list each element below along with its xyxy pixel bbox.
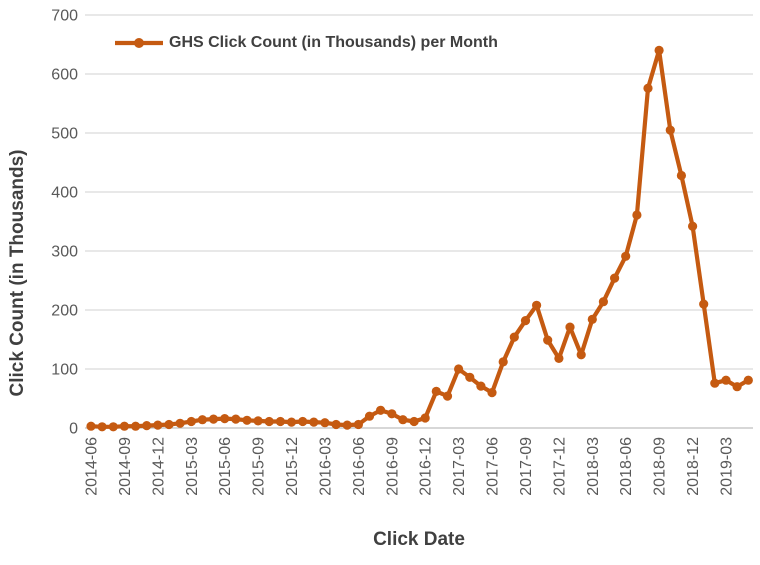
- data-point-marker: [420, 413, 430, 423]
- x-tick-label: 2018-03: [585, 437, 602, 496]
- x-tick-label: 2016-09: [384, 437, 401, 496]
- data-point-marker: [320, 418, 330, 428]
- y-axis-title: Click Count (in Thousands): [7, 149, 28, 397]
- data-point-marker: [587, 314, 597, 324]
- data-point-marker: [119, 421, 129, 431]
- y-tick-label: 0: [69, 421, 78, 438]
- y-tick-label: 500: [51, 126, 78, 143]
- data-point-marker: [554, 353, 564, 363]
- data-point-marker: [242, 415, 252, 425]
- data-point-marker: [710, 378, 720, 388]
- x-tick-label: 2015-12: [284, 437, 301, 496]
- data-point-marker: [643, 83, 653, 93]
- x-tick-label: 2017-09: [518, 437, 535, 496]
- x-tick-label: 2018-06: [618, 437, 635, 496]
- y-tick-label: 100: [51, 362, 78, 379]
- data-point-marker: [131, 421, 141, 431]
- data-point-marker: [97, 422, 107, 432]
- data-point-marker: [409, 416, 419, 427]
- data-point-marker: [610, 273, 620, 283]
- data-point-marker: [220, 414, 230, 424]
- x-tick-label: 2015-09: [251, 437, 268, 496]
- y-tick-label: 700: [51, 8, 78, 25]
- data-point-marker: [398, 415, 408, 425]
- data-point-marker: [465, 372, 475, 382]
- data-point-marker: [175, 418, 185, 428]
- data-point-marker: [208, 414, 219, 424]
- y-tick-label: 600: [51, 67, 78, 84]
- data-point-marker: [520, 316, 531, 326]
- y-tick-label: 200: [51, 303, 78, 320]
- x-tick-label: 2017-03: [451, 437, 468, 496]
- data-point-marker: [186, 416, 196, 427]
- data-point-marker: [264, 416, 274, 427]
- data-point-marker: [699, 299, 709, 309]
- data-point-marker: [342, 420, 352, 430]
- x-tick-label: 2017-12: [551, 437, 568, 496]
- data-point-marker: [509, 332, 519, 342]
- x-tick-label: 2018-12: [685, 437, 702, 496]
- data-point-marker: [476, 381, 486, 391]
- data-point-marker: [364, 411, 375, 421]
- data-point-marker: [231, 414, 241, 424]
- data-point-marker: [164, 419, 174, 430]
- data-point-marker: [387, 409, 397, 419]
- data-point-marker: [142, 421, 152, 431]
- data-point-marker: [565, 322, 575, 332]
- x-tick-label: 2014-09: [117, 437, 134, 496]
- data-point-marker: [253, 416, 263, 426]
- x-tick-label: 2015-03: [184, 437, 201, 496]
- data-point-marker: [298, 416, 308, 427]
- x-tick-label: 2016-12: [418, 437, 435, 496]
- data-point-marker: [654, 45, 664, 56]
- data-point-marker: [331, 419, 341, 430]
- chart-legend: GHS Click Count (in Thousands) per Month: [114, 30, 498, 56]
- x-tick-label: 2014-06: [84, 437, 101, 496]
- data-point-marker: [275, 416, 285, 427]
- x-tick-label: 2015-06: [217, 437, 234, 496]
- x-tick-label: 2017-06: [485, 437, 502, 496]
- data-point-marker: [721, 375, 731, 385]
- x-tick-label: 2014-12: [150, 437, 167, 496]
- x-tick-label: 2016-03: [317, 437, 334, 496]
- legend-line-marker-icon: [115, 38, 163, 48]
- x-tick-label: 2019-03: [718, 437, 735, 496]
- data-point-marker: [86, 421, 96, 431]
- data-point-marker: [309, 417, 319, 427]
- data-point-marker: [376, 405, 386, 415]
- data-point-marker: [732, 382, 742, 392]
- data-point-marker: [598, 297, 609, 307]
- data-point-marker: [498, 357, 508, 367]
- data-point-marker: [431, 386, 441, 396]
- y-tick-label: 300: [51, 244, 78, 261]
- data-point-marker: [576, 350, 586, 360]
- data-point-marker: [197, 415, 207, 425]
- data-point-marker: [688, 221, 698, 231]
- data-point-marker: [543, 335, 553, 345]
- data-point-marker: [743, 375, 753, 385]
- series-line: [88, 48, 751, 429]
- data-point-marker: [108, 422, 118, 432]
- data-point-marker: [676, 170, 687, 181]
- data-point-marker: [286, 417, 297, 427]
- x-tick-label: 2016-06: [351, 437, 368, 496]
- data-point-marker: [353, 419, 363, 430]
- y-tick-label: 400: [51, 185, 78, 202]
- data-point-marker: [665, 125, 675, 135]
- data-point-marker: [442, 391, 453, 401]
- x-axis-title: Click Date: [373, 529, 465, 550]
- data-point-marker: [487, 388, 497, 398]
- x-tick-label: 2018-09: [652, 437, 669, 496]
- data-point-marker: [454, 364, 464, 374]
- data-point-marker: [621, 251, 631, 261]
- data-point-marker: [532, 300, 542, 310]
- data-point-marker: [632, 210, 642, 220]
- legend-label: GHS Click Count (in Thousands) per Month: [169, 34, 498, 51]
- data-point-marker: [153, 420, 163, 430]
